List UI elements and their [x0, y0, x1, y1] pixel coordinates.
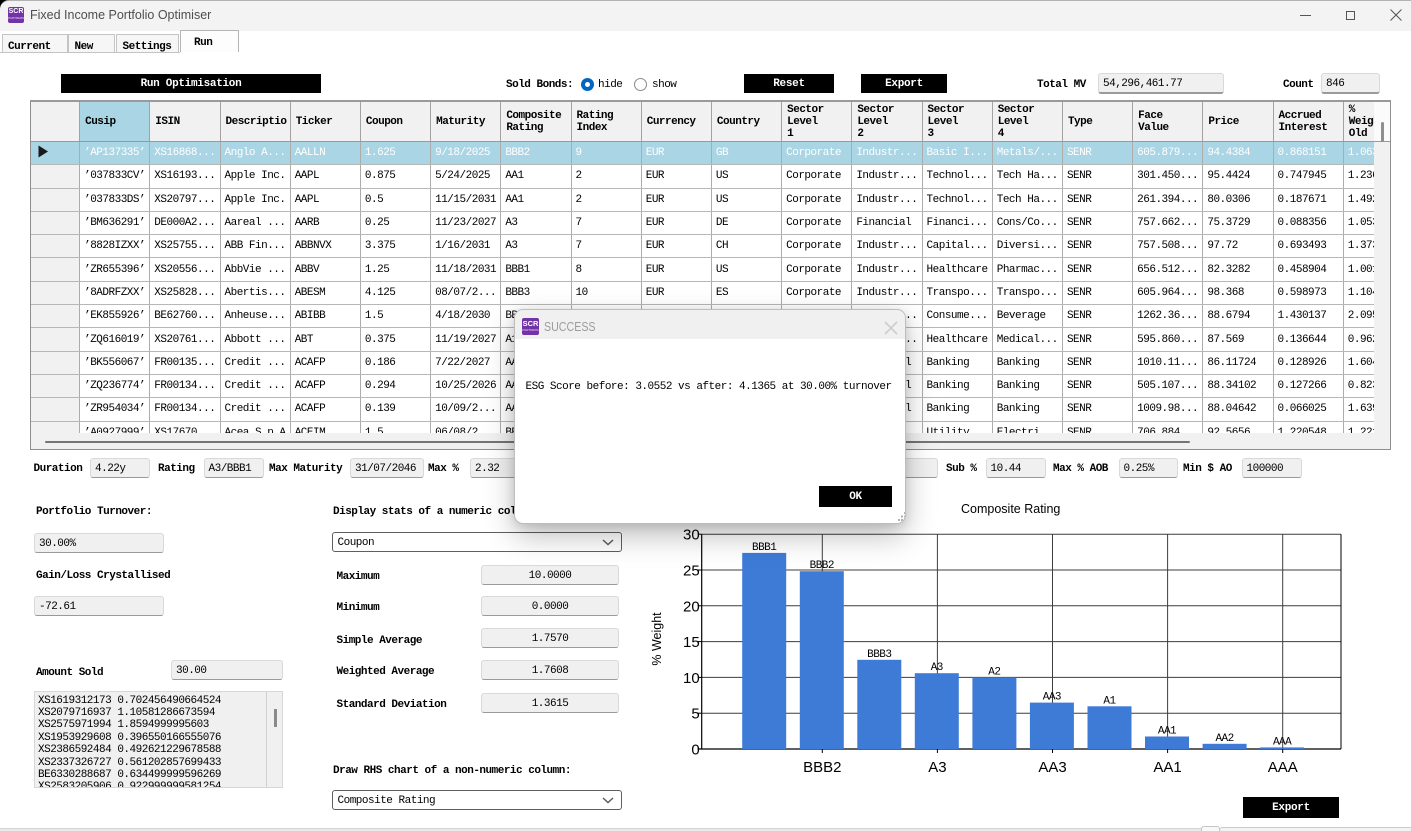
svg-text:A3: A3 [928, 759, 946, 776]
svg-text:0: 0 [691, 742, 699, 759]
svg-text:AA3: AA3 [1043, 692, 1061, 704]
svg-text:AAA: AAA [1268, 759, 1298, 776]
svg-text:BBB2: BBB2 [803, 759, 841, 776]
svg-text:30: 30 [683, 527, 700, 544]
svg-text:BBB3: BBB3 [867, 649, 891, 661]
svg-text:A3: A3 [931, 662, 943, 674]
svg-text:25: 25 [683, 563, 700, 580]
svg-text:AAA: AAA [1273, 736, 1292, 748]
svg-text:AA2: AA2 [1215, 733, 1233, 745]
svg-text:5: 5 [691, 706, 699, 723]
svg-text:AA3: AA3 [1038, 759, 1066, 776]
svg-text:BBB1: BBB1 [752, 542, 777, 554]
svg-text:% Weight: % Weight [650, 612, 664, 666]
svg-text:20: 20 [683, 598, 700, 615]
svg-text:BBB2: BBB2 [810, 560, 834, 572]
svg-text:10: 10 [683, 670, 700, 687]
svg-text:AA1: AA1 [1153, 759, 1181, 776]
svg-text:15: 15 [683, 634, 700, 651]
svg-text:A2: A2 [988, 666, 1000, 678]
svg-text:AA1: AA1 [1158, 726, 1177, 738]
svg-text:A1: A1 [1103, 695, 1116, 707]
